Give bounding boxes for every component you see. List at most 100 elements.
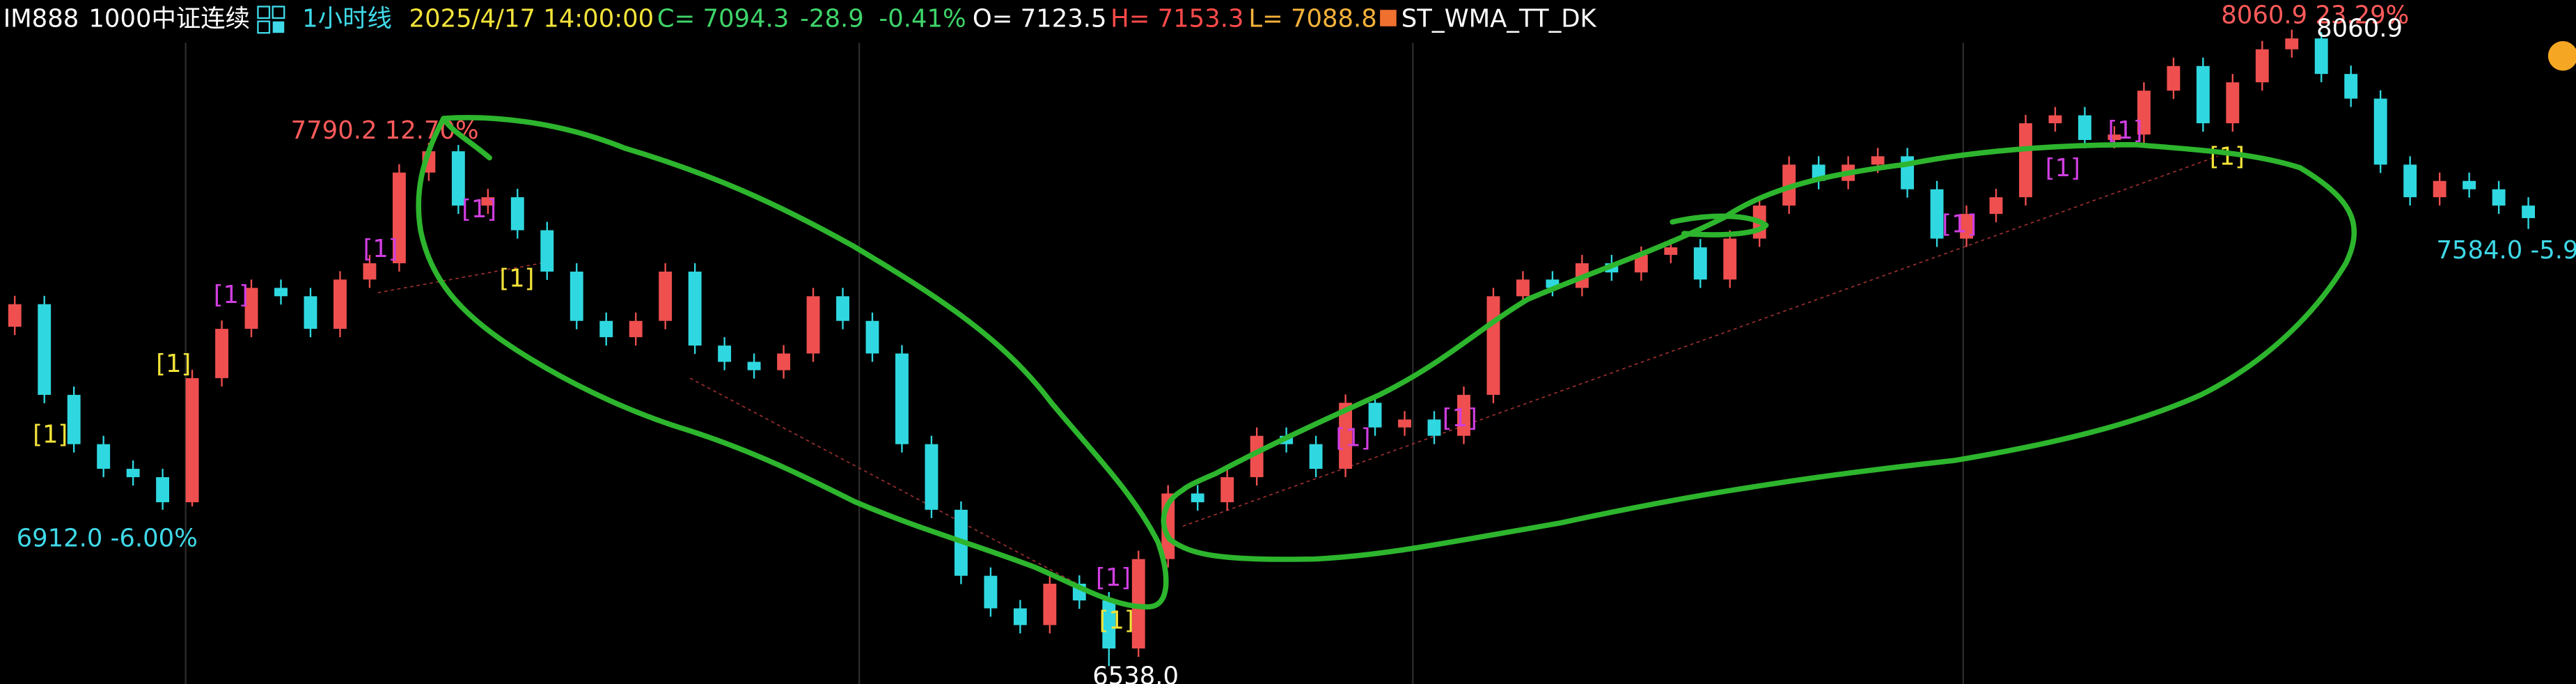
candle-body: [895, 353, 909, 444]
candle-body: [836, 296, 849, 321]
signal-marker: [1]: [363, 235, 398, 263]
candle-body: [1664, 247, 1678, 255]
header-text: ST_WMA_TT_DK: [1401, 4, 1597, 33]
candle-body: [718, 345, 732, 362]
candle-body: [2344, 74, 2358, 99]
header-text: 1000中证连续: [88, 4, 250, 33]
candle-body: [688, 271, 702, 346]
separators: [184, 42, 1965, 684]
header-text: -0.41%: [879, 4, 966, 33]
candle-body: [2433, 180, 2447, 198]
candle-body: [481, 197, 495, 206]
signal-marker: [1]: [214, 281, 249, 309]
candle-body: [1634, 254, 1648, 273]
candle-body: [1043, 584, 1057, 625]
signal-marker: [1]: [1096, 563, 1131, 592]
candle-body: [2403, 164, 2417, 198]
candle-body: [2492, 189, 2506, 206]
candle-body: [2463, 180, 2476, 189]
candle-body: [451, 151, 465, 206]
candle-body: [185, 378, 199, 503]
candle-body: [1191, 493, 1204, 503]
candle-body: [1989, 197, 2003, 215]
candle-body: [1960, 214, 1973, 239]
candle-body: [777, 353, 791, 371]
candle-body: [38, 304, 52, 395]
candle-body: [156, 477, 170, 503]
candle-body: [215, 329, 228, 378]
candle-body: [2167, 65, 2181, 91]
header-text: IM888: [3, 4, 79, 33]
smiley-icon[interactable]: [2547, 41, 2576, 71]
candle-body: [126, 469, 140, 478]
candle-body: [570, 271, 583, 321]
labels: IM888 1000中证连续 1小时线 2025/4/17 14:00:00 C= 70…: [3, 1, 2576, 684]
header-text: 1小时线: [302, 4, 392, 33]
trendlines: [377, 155, 2218, 593]
candle-body: [1516, 279, 1530, 297]
candle-body: [2048, 115, 2062, 123]
candle-body: [2522, 205, 2536, 219]
candle-body: [2137, 91, 2151, 135]
header-text: H= 7153.3: [1110, 4, 1243, 33]
loop: [416, 115, 1169, 609]
candle-body: [2373, 98, 2387, 165]
loop: [1161, 141, 2357, 562]
candle-body: [2078, 115, 2091, 140]
candle-body: [2019, 123, 2032, 198]
candle-body: [2107, 134, 2121, 140]
signal-marker: [1]: [156, 350, 191, 378]
candle-body: [865, 320, 879, 354]
signal-marker: [1]: [2107, 116, 2142, 145]
candle-body: [333, 279, 347, 329]
candle-body: [599, 320, 613, 338]
candle-body: [806, 296, 820, 354]
candle-body: [629, 320, 643, 338]
candle-body: [1131, 559, 1145, 649]
candle-body: [1250, 435, 1264, 478]
signal-marker: [1]: [1942, 210, 1977, 238]
price-annotation: 8060.9 23.29%: [2221, 1, 2409, 30]
candle-body: [274, 288, 288, 297]
header-text: 2025/4/17 14:00:00: [409, 4, 654, 33]
candle-body: [8, 304, 22, 327]
candle-body: [1457, 394, 1470, 436]
candle-body: [1013, 608, 1027, 625]
candle-body: [984, 575, 998, 609]
candle-body: [510, 197, 524, 231]
candle-body: [540, 230, 554, 272]
candle-body: [304, 296, 317, 329]
candle-body: [1486, 296, 1500, 395]
signal-marker: [1]: [499, 264, 534, 293]
candle-body: [97, 444, 111, 469]
candle-body: [1693, 247, 1707, 280]
header-text: C= 7094.3: [657, 4, 789, 33]
icon: [272, 21, 285, 33]
loop: [1670, 213, 1769, 238]
candle-body: [659, 271, 673, 321]
signal-marker: [1]: [2045, 154, 2080, 182]
candle-body: [1220, 477, 1234, 503]
header-text: O= 7123.5: [973, 4, 1107, 33]
signal-marker: [1]: [33, 421, 68, 449]
candle-body: [1723, 238, 1737, 280]
candle-body: [2314, 38, 2328, 75]
candle-body: [1871, 156, 1885, 165]
candle-body: [2285, 38, 2299, 49]
price-annotation: 8060.9: [2316, 14, 2403, 42]
candles: [8, 29, 2536, 667]
candle-body: [1102, 600, 1116, 649]
icon: [257, 6, 271, 20]
price-annotation: 6912.0 -6.00%: [17, 524, 198, 552]
candle-body: [1339, 403, 1353, 469]
signal-marker: [1]: [1443, 404, 1477, 433]
candle-body: [1930, 189, 1944, 239]
price-annotation: 7584.0 -5.92%: [2436, 236, 2576, 265]
signal-marker: [1]: [1335, 423, 1370, 452]
candle-body: [747, 362, 761, 371]
header-text: L= 7088.8: [1248, 4, 1376, 33]
candle-body: [363, 263, 377, 280]
indicator-icon: [1380, 10, 1397, 26]
